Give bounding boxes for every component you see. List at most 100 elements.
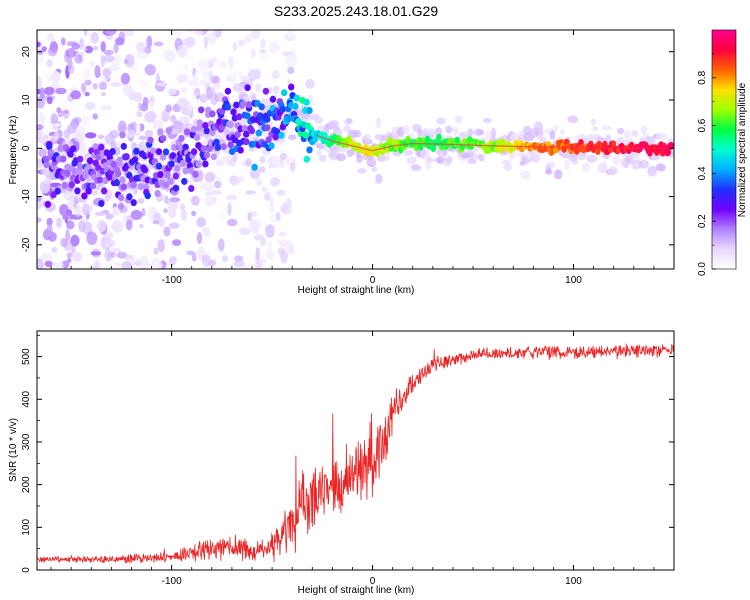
spectrogram-noise-cell: [153, 261, 163, 269]
spectrogram-noise-cell: [142, 96, 149, 107]
spectrogram-noise-cell: [144, 64, 156, 76]
spectrogram-noise-cell: [208, 57, 219, 63]
spectrogram-noise-cell: [226, 194, 237, 201]
spectrogram-ridge-cell: [160, 153, 167, 161]
spectrogram-ridge-cell: [113, 179, 121, 187]
snr-ytick-label: 200: [21, 476, 32, 493]
spectrogram-noise-cell: [123, 59, 129, 65]
spectrogram-noise-cell: [189, 30, 197, 34]
spectrogram-ridge-cell: [436, 133, 442, 141]
spectrogram-ridge-cell: [195, 160, 202, 168]
spectrogram-noise-cell: [111, 220, 124, 233]
spectrogram-ridge-cell: [273, 128, 281, 136]
spectrogram-ridge-cell: [665, 148, 671, 156]
spectrogram-noise-cell: [46, 96, 53, 105]
spectrogram-noise-cell: [250, 30, 261, 40]
spectrogram-ridge-cell: [165, 127, 172, 134]
spectrogram-halo-cell: [581, 162, 591, 172]
spectrogram-halo-cell: [419, 149, 431, 160]
spectrogram-noise-cell: [71, 43, 81, 50]
spectrogram-noise-cell: [201, 254, 211, 267]
figure-title: S233.2025.243.18.01.G29: [274, 3, 438, 19]
spectrogram-noise-cell: [170, 256, 177, 264]
spectrogram-noise-cell: [84, 91, 90, 97]
spectrogram-noise-cell: [60, 237, 68, 248]
spectrogram-ridge-cell: [293, 94, 300, 102]
spectrogram-halo-cell: [402, 125, 410, 135]
spectrogram-noise-cell: [225, 74, 232, 82]
spectrogram-halo-cell: [467, 128, 474, 137]
spectrogram-noise-cell: [70, 90, 82, 100]
spectrogram-ridge-cell: [203, 151, 210, 159]
spectrogram-noise-cell: [287, 30, 293, 38]
spectrogram-noise-cell: [204, 196, 216, 207]
spectrogram-noise-cell: [176, 74, 188, 83]
spectrogram-ridge-cell: [131, 156, 139, 164]
spectrogram-halo-cell: [199, 93, 208, 103]
spectrogram-ridge-cell: [119, 131, 126, 139]
spectrogram-noise-cell: [182, 63, 189, 71]
spectrogram-noise-cell: [117, 120, 127, 134]
spectrogram-halo-cell: [616, 127, 625, 135]
spectrogram-noise-cell: [41, 253, 53, 263]
spectrogram-halo-cell: [346, 118, 353, 124]
spectrogram-noise-cell: [287, 79, 292, 85]
spectrogram-noise-cell: [136, 50, 149, 59]
spectrogram-ridge-cell: [157, 128, 164, 136]
spectrogram-noise-cell: [208, 69, 214, 84]
spectrogram-ridge-cell: [100, 187, 108, 195]
spectrogram-noise-cell: [94, 65, 101, 79]
spectrogram-noise-cell: [179, 203, 185, 211]
spectrogram-xlabel: Height of straight line (km): [298, 285, 415, 296]
spectrogram-ridge-cell: [268, 142, 275, 150]
colorbar-tick-label: 0.6: [697, 118, 708, 132]
spectrogram-ridge-cell: [285, 115, 292, 123]
snr-ytick-label: 500: [21, 348, 32, 365]
spectrogram-halo-cell: [255, 83, 262, 92]
snr-ytick-label: 400: [21, 391, 32, 408]
spectrogram-halo-cell: [478, 154, 485, 162]
spectrogram-noise-cell: [244, 34, 252, 44]
spectrogram-noise-cell: [196, 232, 203, 245]
spectrogram-halo-cell: [131, 142, 137, 150]
spectrogram-noise-cell: [157, 82, 168, 87]
spectrogram-halo-cell: [503, 163, 512, 172]
spectrogram-noise-cell: [167, 87, 178, 96]
spectrogram-noise-cell: [270, 176, 281, 187]
spectrogram-noise-cell: [245, 190, 256, 195]
spectrogram-ridge-cell: [190, 148, 198, 156]
spectrogram-ridge-cell: [160, 135, 167, 142]
spectrogram-noise-cell: [42, 129, 50, 135]
spectrogram-ridge-cell: [115, 170, 122, 178]
spectrogram-noise-cell: [37, 201, 43, 210]
spectrogram-halo-cell: [376, 117, 382, 129]
spectrogram-frame: [36, 29, 675, 270]
spectrogram-ridge-cell: [243, 138, 250, 146]
spectrogram-ridge-cell: [120, 183, 128, 191]
spectrogram-noise-cell: [255, 68, 261, 80]
spectrogram-halo-cell: [112, 209, 118, 217]
spectrogram-ridge-cell: [417, 143, 424, 151]
spectrogram-noise-cell: [124, 53, 135, 68]
spectrogram-noise-cell: [37, 217, 42, 223]
spectrogram-ridge-cell: [188, 185, 195, 192]
spectrogram-ridge-cell: [119, 176, 126, 184]
spectrogram-halo-cell: [567, 115, 578, 124]
spectrogram-noise-cell: [149, 96, 155, 103]
spectrogram-ridge-cell: [147, 136, 154, 144]
spectrogram-noise-cell: [251, 48, 256, 59]
spectrogram-noise-cell: [37, 258, 44, 269]
spectrogram-noise-cell: [41, 46, 47, 52]
spectrogram-noise-cell: [84, 45, 94, 54]
spectrogram-halo-cell: [357, 168, 367, 174]
spectrogram-ridge-cell: [233, 101, 240, 109]
spectrogram-noise-cell: [153, 247, 159, 255]
spectrogram-halo-cell: [631, 130, 639, 137]
spectrogram-ridge-cell: [237, 146, 244, 154]
spectrogram-ridge-cell: [169, 152, 177, 160]
spectrogram-halo-cell: [601, 160, 608, 171]
spectrogram-halo-cell: [336, 153, 347, 162]
spectrogram-ridge-cell: [306, 146, 313, 154]
